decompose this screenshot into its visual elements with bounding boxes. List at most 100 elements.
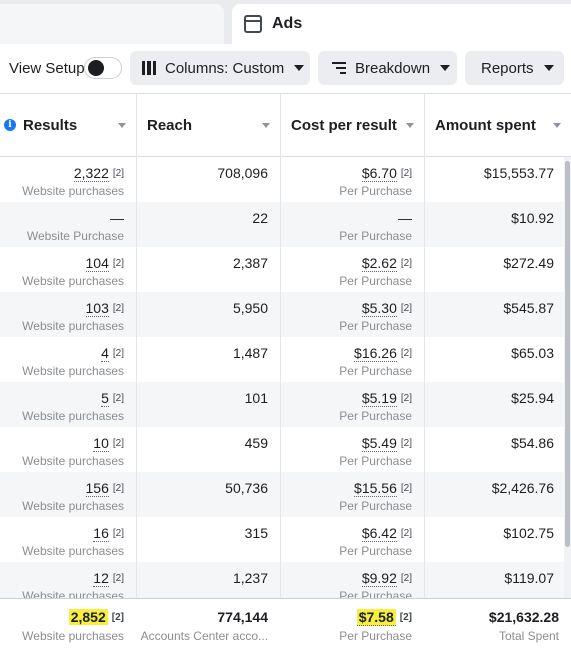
total-reach-value: 774,144 xyxy=(217,609,268,625)
chevron-down-icon xyxy=(543,65,554,71)
results-cell: 16 [2] Website purchases xyxy=(0,517,136,562)
tab-ads[interactable]: Ads xyxy=(232,4,571,44)
cost-value[interactable]: $5.19 xyxy=(361,390,397,407)
reach-value: 5,950 xyxy=(232,300,268,316)
amount-spent-cell: $15,553.77 xyxy=(425,157,566,202)
column-header-reach[interactable]: Reach xyxy=(137,94,280,156)
breakdown-button[interactable]: Breakdown xyxy=(318,51,457,85)
footnote-marker: [2] xyxy=(400,303,412,314)
amount-spent-cell: $65.03 xyxy=(425,337,566,382)
results-type-label: Website purchases xyxy=(22,184,124,198)
results-value[interactable]: 2,322 xyxy=(73,165,109,182)
column-header-cost-per-result[interactable]: Cost per result xyxy=(281,94,424,156)
table-row[interactable]: 16 [2] Website purchases 315 $6.42 [2] Per Pur… xyxy=(0,517,566,562)
cost-value[interactable]: $16.26 xyxy=(354,345,397,362)
reach-cell: 5,950 xyxy=(137,292,280,337)
cost-value[interactable]: $9.92 xyxy=(361,570,397,587)
footnote-marker: [2] xyxy=(400,483,412,494)
cost-type-label: Per Purchase xyxy=(339,409,412,423)
results-value[interactable]: 12 xyxy=(93,570,109,587)
reports-button[interactable]: Reports xyxy=(465,51,564,85)
results-cell: 12 [2] Website purchases xyxy=(0,562,136,598)
table-row[interactable]: 103 [2] Website purchases 5,950 $5.30 [2] Per … xyxy=(0,292,566,337)
table-row[interactable]: 104 [2] Website purchases 2,387 $2.62 [2] Per … xyxy=(0,247,566,292)
results-type-label: Website purchases xyxy=(22,409,124,423)
amount-spent-cell: $2,426.76 xyxy=(425,472,566,517)
amount-spent-value: $2,426.76 xyxy=(491,480,554,496)
tab-previous[interactable] xyxy=(0,4,224,44)
columns-button[interactable]: Columns: Custom xyxy=(130,51,310,85)
cost-cell: $6.70 [2] Per Purchase xyxy=(281,157,424,202)
column-header-amount-spent[interactable]: Amount spent xyxy=(425,94,571,156)
results-cell: 156 [2] Website purchases xyxy=(0,472,136,517)
cost-value[interactable]: $5.30 xyxy=(361,300,397,317)
column-header-results[interactable]: i Results xyxy=(0,94,136,156)
cost-type-label: Per Purchase xyxy=(339,589,412,598)
cost-cell: $5.49 [2] Per Purchase xyxy=(281,427,424,472)
table-row[interactable]: 2,322 [2] Website purchases 708,096 $6.70 [2]… xyxy=(0,157,566,202)
amount-spent-cell: $119.07 xyxy=(425,562,566,598)
cost-type-label: Per Purchase xyxy=(339,319,412,333)
amount-spent-cell: $102.75 xyxy=(425,517,566,562)
results-value[interactable]: 4 xyxy=(101,345,109,362)
cost-type-label: Per Purchase xyxy=(339,274,412,288)
scrollbar-thumb[interactable] xyxy=(565,161,570,547)
vertical-scrollbar[interactable] xyxy=(564,157,571,598)
cost-type-label: Per Purchase xyxy=(339,544,412,558)
cost-value[interactable]: $2.62 xyxy=(361,255,397,272)
reach-value: 50,736 xyxy=(225,480,268,496)
column-divider xyxy=(136,94,137,648)
reach-value: 459 xyxy=(244,435,268,451)
results-value[interactable]: 10 xyxy=(93,435,109,452)
cost-value[interactable]: $5.49 xyxy=(361,435,397,452)
cost-type-label: Per Purchase xyxy=(339,229,412,243)
table-row[interactable]: 156 [2] Website purchases 50,736 $15.56 [2] Pe… xyxy=(0,472,566,517)
table-row[interactable]: 12 [2] Website purchases 1,237 $9.92 [2] Per P… xyxy=(0,562,566,598)
cost-type-label: Per Purchase xyxy=(339,454,412,468)
reach-cell: 315 xyxy=(137,517,280,562)
sort-arrow-icon[interactable] xyxy=(118,123,126,128)
results-type-label: Website purchases xyxy=(22,319,124,333)
cost-value[interactable]: $6.70 xyxy=(361,165,397,182)
results-cell: 104 [2] Website purchases xyxy=(0,247,136,292)
cost-value[interactable]: $15.56 xyxy=(354,480,397,497)
total-cost-value[interactable]: $7.58 xyxy=(356,609,396,626)
reach-cell: 1,237 xyxy=(137,562,280,598)
results-cell: 10 [2] Website purchases xyxy=(0,427,136,472)
sort-arrow-icon[interactable] xyxy=(262,123,270,128)
table-row[interactable]: 4 [2] Website purchases 1,487 $16.26 [2] Per P… xyxy=(0,337,566,382)
footnote-marker: [2] xyxy=(400,393,412,404)
reach-cell: 459 xyxy=(137,427,280,472)
results-value[interactable]: 103 xyxy=(85,300,109,317)
total-results-value[interactable]: 2,852 xyxy=(68,609,108,625)
total-spent-cell: $21,632.28 Total Spent xyxy=(425,599,571,648)
reports-button-label: Reports xyxy=(481,59,534,77)
view-setup-toggle[interactable] xyxy=(84,57,122,79)
results-value[interactable]: 104 xyxy=(85,255,109,272)
table-row[interactable]: 10 [2] Website purchases 459 $5.49 [2] Per Pur… xyxy=(0,427,566,472)
results-cell: 4 [2] Website purchases xyxy=(0,337,136,382)
amount-spent-value: $25.94 xyxy=(511,390,554,406)
table-row[interactable]: — Website Purchase 22 — Per Purchase $10.92 xyxy=(0,202,566,247)
amount-spent-value: $119.07 xyxy=(504,570,554,586)
table-row[interactable]: 5 [2] Website purchases 101 $5.19 [2] Per Purc… xyxy=(0,382,566,427)
sort-arrow-icon[interactable] xyxy=(553,123,561,128)
amount-spent-cell: $10.92 xyxy=(425,202,566,247)
column-header-label: Results xyxy=(23,116,78,134)
results-value[interactable]: 16 xyxy=(93,525,109,542)
totals-row: 2,852 [2] Website purchases 774,144 Accou… xyxy=(0,598,571,648)
footnote-marker: [2] xyxy=(112,168,124,179)
cost-value[interactable]: $6.42 xyxy=(361,525,397,542)
reach-cell: 708,096 xyxy=(137,157,280,202)
sort-arrow-icon[interactable] xyxy=(406,123,414,128)
amount-spent-cell: $545.87 xyxy=(425,292,566,337)
total-results-cell: 2,852 [2] Website purchases xyxy=(0,599,136,648)
toolbar: View Setup Columns: Custom Breakdown Rep… xyxy=(0,44,571,94)
results-value[interactable]: 5 xyxy=(101,390,109,407)
total-results-label: Website purchases xyxy=(22,629,124,643)
results-value[interactable]: 156 xyxy=(85,480,109,497)
results-cell: 2,322 [2] Website purchases xyxy=(0,157,136,202)
footnote-marker: [2] xyxy=(400,573,412,584)
info-icon[interactable]: i xyxy=(4,119,16,131)
cost-cell: $6.42 [2] Per Purchase xyxy=(281,517,424,562)
